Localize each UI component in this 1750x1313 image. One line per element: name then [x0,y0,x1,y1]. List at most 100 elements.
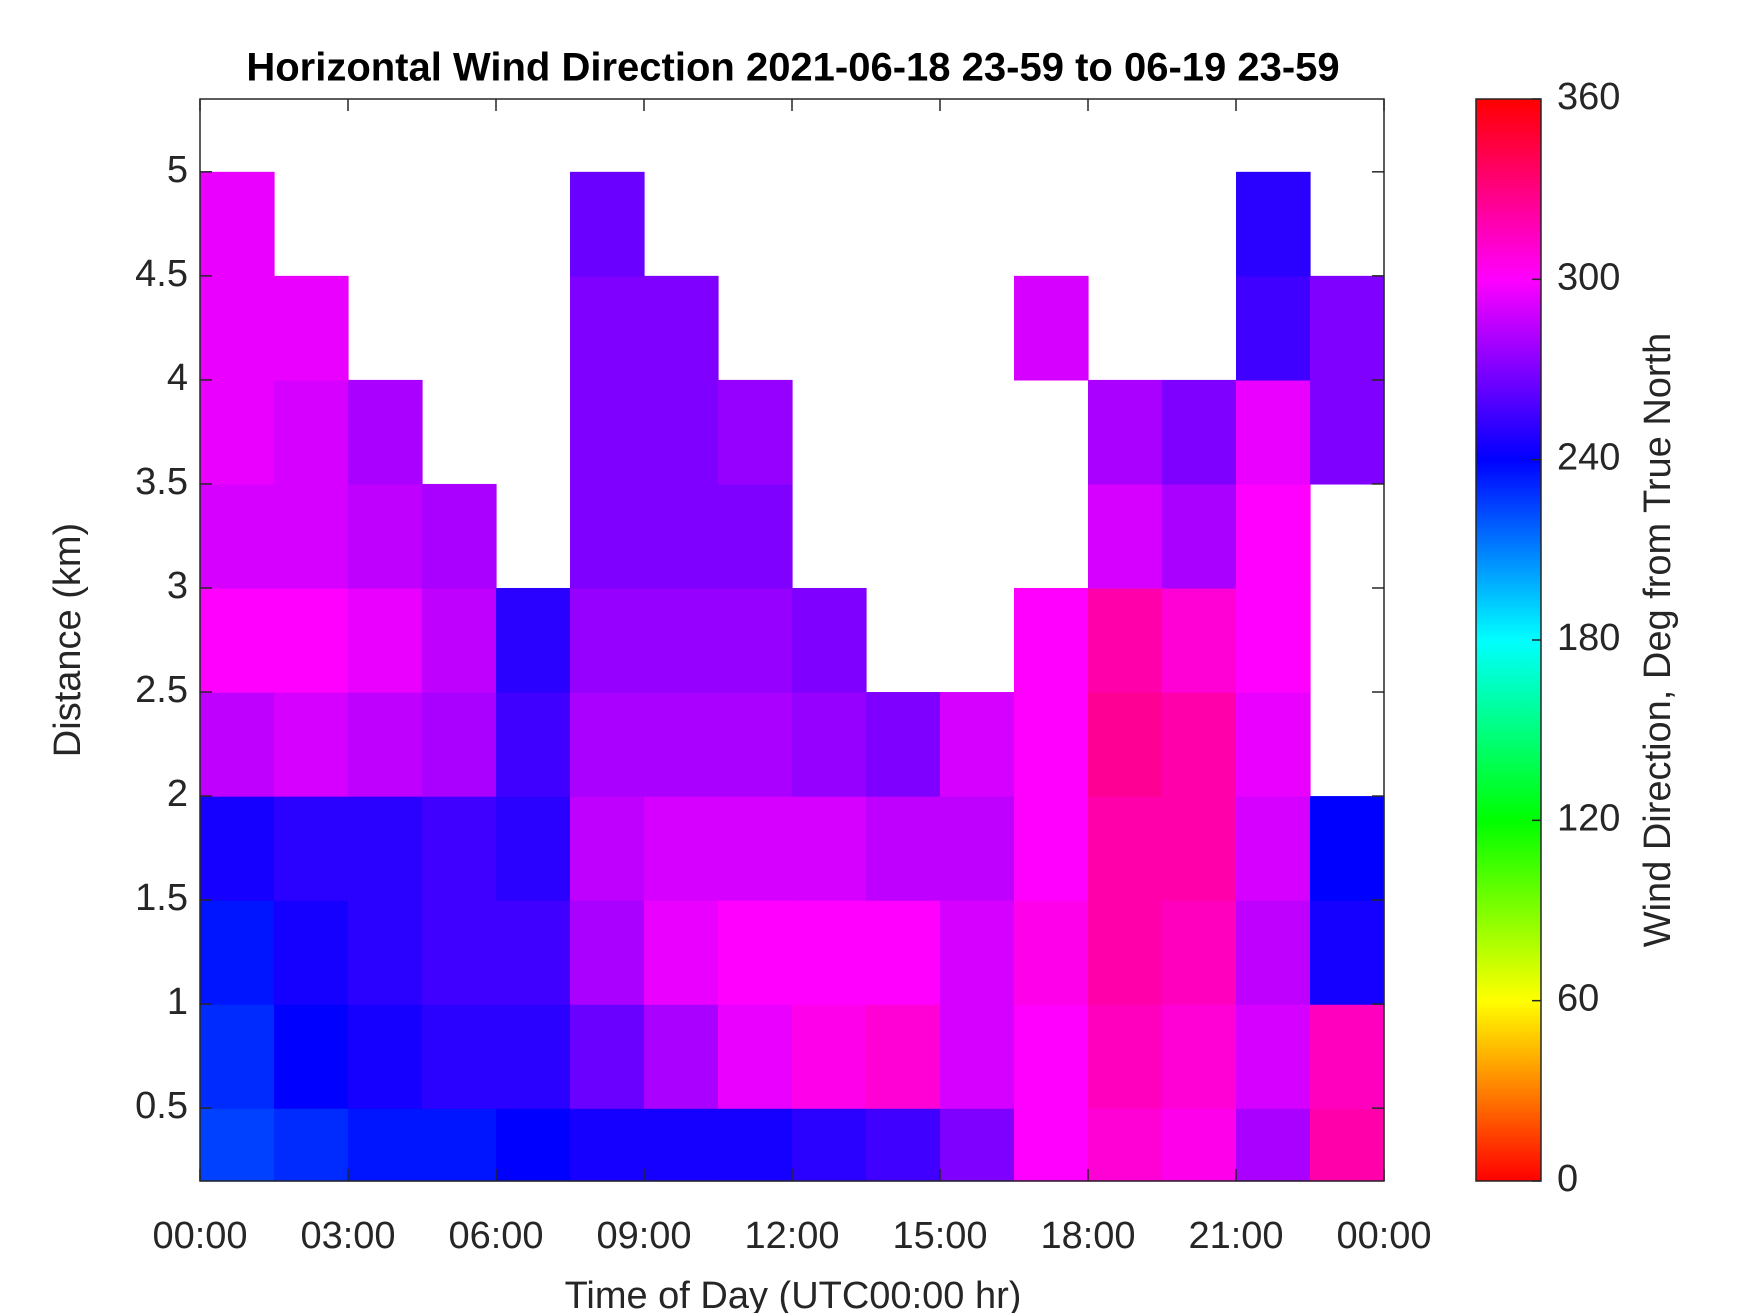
heatmap-cell [1088,587,1163,693]
heatmap-cell [644,1004,719,1109]
y-tick-label: 3.5 [135,461,188,503]
heatmap-cell [1162,1108,1237,1182]
heatmap-cell [422,692,497,797]
x-tick-label: 15:00 [892,1215,987,1257]
chart-title: Horizontal Wind Direction 2021-06-18 23-… [246,46,1339,90]
heatmap-cell [792,1108,867,1182]
heatmap-cell [1162,483,1237,589]
x-tick-label: 00:00 [1336,1215,1431,1257]
heatmap-cell [718,587,793,693]
heatmap-cell [1162,900,1237,1005]
heatmap-cell [496,1004,571,1109]
y-tick-label: 4.5 [135,253,188,295]
heatmap-cell [1236,483,1311,589]
heatmap-cell [200,171,275,277]
x-tick-label: 12:00 [744,1215,839,1257]
heatmap-cell [348,692,423,797]
heatmap-cell [570,692,645,797]
heatmap-cell [274,483,349,589]
x-tick-label: 00:00 [152,1215,247,1257]
heatmap-cell [792,1004,867,1109]
heatmap-cell [1088,1004,1163,1109]
heatmap-cell [200,796,275,901]
heatmap-cell [1310,796,1385,901]
colorbar-tick-label: 60 [1557,978,1599,1020]
heatmap-cell [644,796,719,901]
heatmap-cell [792,796,867,901]
y-tick-label: 5 [167,149,188,191]
heatmap-cell [1088,483,1163,589]
heatmap-cell [1162,1004,1237,1109]
colorbar-label: Wind Direction, Deg from True North [1637,333,1679,948]
heatmap-cell [1162,796,1237,901]
colorbar-tick-label: 360 [1557,76,1620,118]
x-tick-label: 09:00 [596,1215,691,1257]
heatmap-cell [1088,1108,1163,1182]
heatmap-cell [1014,1108,1089,1182]
x-tick-label: 21:00 [1188,1215,1283,1257]
heatmap-cell [644,1108,719,1182]
heatmap-cell [200,1108,275,1182]
heatmap-cell [348,900,423,1005]
heatmap-cell [1236,796,1311,901]
heatmap-cell [1310,1108,1385,1182]
heatmap-cell [348,483,423,589]
colorbar-tick-label: 180 [1557,617,1620,659]
heatmap-cell [496,1108,571,1182]
heatmap-cell [644,692,719,797]
heatmap-cell [1310,379,1385,485]
heatmap-cell [644,900,719,1005]
heatmap-cell [200,900,275,1005]
heatmap-cell [718,900,793,1005]
heatmap-cell [1088,692,1163,797]
heatmap-cell [274,275,349,381]
heatmap-cell [496,900,571,1005]
heatmap-cell [1310,1004,1385,1109]
heatmap-cell [866,900,941,1005]
heatmap-cell [1236,692,1311,797]
heatmap-cell [348,796,423,901]
heatmap-cell [1014,1004,1089,1109]
heatmap-cell [1088,900,1163,1005]
heatmap-cell [200,1004,275,1109]
heatmap-cell [570,275,645,381]
heatmap-cell [570,587,645,693]
colorbar-tick-label: 120 [1557,797,1620,839]
heatmap-cell [718,692,793,797]
heatmap-cell [792,587,867,693]
heatmap-cell [1236,587,1311,693]
heatmap-cell [718,1108,793,1182]
heatmap-cell [1014,900,1089,1005]
heatmap-cell [644,275,719,381]
heatmap-cell [644,587,719,693]
heatmap-cell [200,275,275,381]
heatmap-cell [1236,1108,1311,1182]
heatmap-cell [1014,275,1089,381]
heatmap-cell [274,796,349,901]
y-tick-label: 2.5 [135,669,188,711]
heatmap-cell [200,379,275,485]
heatmap-cell [792,692,867,797]
heatmap-cell [274,587,349,693]
heatmap-cell [570,1108,645,1182]
heatmap-cell [1236,379,1311,485]
heatmap-cell [496,587,571,693]
heatmap-cell [940,900,1015,1005]
heatmap-cell [570,796,645,901]
heatmap-cell [496,796,571,901]
heatmap-cell [792,900,867,1005]
heatmap-cell [644,379,719,485]
heatmap-cell [1162,692,1237,797]
heatmap-cell [1088,796,1163,901]
heatmap-cell [274,1108,349,1182]
heatmap-cell [274,900,349,1005]
heatmap-cell [940,1108,1015,1182]
heatmap-cell [200,692,275,797]
heatmap-cell [422,587,497,693]
heatmap-cell [200,483,275,589]
y-tick-label: 1.5 [135,877,188,919]
y-tick-label: 2 [167,773,188,815]
heatmap-cell [1014,692,1089,797]
heatmap-cell [348,1004,423,1109]
